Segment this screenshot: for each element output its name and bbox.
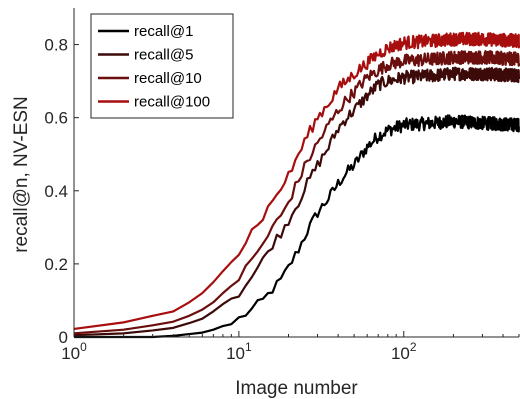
series-layer bbox=[73, 31, 520, 339]
legend: recall@1 recall@5 recall@10 recall@100 bbox=[90, 13, 234, 119]
y-tick-label: 0.4 bbox=[44, 182, 68, 201]
legend-label-recall@1: recall@1 bbox=[134, 23, 193, 40]
y-axis-label: recall@n, NV-ESN bbox=[11, 96, 32, 253]
legend-label-recall@10: recall@10 bbox=[134, 70, 202, 87]
axes-layer: 0 0.2 0.4 0.6 0.8 100 101 102 bbox=[44, 8, 520, 363]
y-tick-label: 0.6 bbox=[44, 109, 68, 128]
series-line-recall@1 bbox=[74, 114, 520, 339]
series-line-recall@10 bbox=[73, 50, 520, 335]
y-tick-label: 0.2 bbox=[44, 255, 68, 274]
series-line-recall@5 bbox=[73, 66, 520, 337]
legend-label-recall@100: recall@100 bbox=[134, 94, 210, 111]
y-tick-label: 0 bbox=[59, 328, 68, 347]
legend-label-recall@5: recall@5 bbox=[134, 47, 193, 64]
x-tick-label: 102 bbox=[391, 340, 417, 363]
x-tick-label: 101 bbox=[226, 340, 252, 363]
x-axis-label: Image number bbox=[235, 378, 358, 399]
series-line-recall@100 bbox=[73, 31, 520, 331]
y-tick-label: 0.8 bbox=[44, 36, 68, 55]
x-tick-label: 100 bbox=[61, 340, 87, 363]
